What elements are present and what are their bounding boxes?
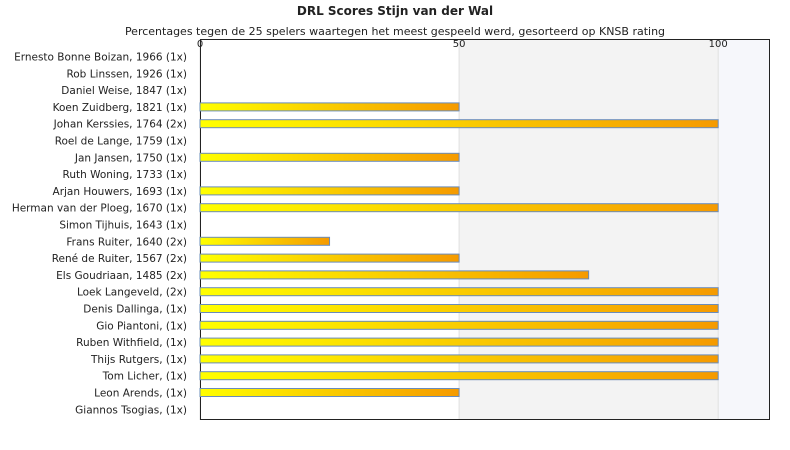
bar [199, 304, 719, 313]
plot-frame [200, 39, 770, 420]
category-label: Ruben Withfield, (1x) [76, 337, 187, 349]
category-label: Giannos Tsogias, (1x) [75, 404, 187, 416]
category-label: Johan Kerssies, 1764 (2x) [53, 119, 187, 131]
category-label: Koen Zuidberg, 1821 (1x) [53, 102, 187, 114]
category-label: Tom Licher, (1x) [102, 371, 187, 383]
category-label: Jan Jansen, 1750 (1x) [74, 152, 187, 164]
bar [199, 152, 460, 162]
chart-subtitle: Percentages tegen de 25 spelers waartege… [124, 25, 666, 38]
category-label: Denis Dallinga, (1x) [83, 304, 187, 316]
category-label: Frans Ruiter, 1640 (2x) [66, 236, 187, 248]
chart-title: DRL Scores Stijn van der Wal [296, 4, 494, 18]
grid-band [718, 39, 770, 420]
category-label: Leon Arends, (1x) [94, 388, 187, 400]
category-label: Herman van der Ploeg, 1670 (1x) [12, 203, 187, 215]
bar [199, 253, 460, 263]
category-label: Ruth Woning, 1733 (1x) [63, 169, 188, 181]
bar [199, 119, 719, 129]
category-label: Loek Langeveld, (2x) [77, 287, 187, 299]
bar [199, 102, 460, 112]
category-label: Els Goudriaan, 1485 (2x) [56, 270, 187, 282]
bar [199, 186, 460, 196]
category-label: René de Ruiter, 1567 (2x) [52, 253, 187, 265]
bar [199, 203, 719, 213]
bar [199, 371, 719, 381]
bar [199, 236, 331, 246]
category-label: Thijs Rutgers, (1x) [90, 354, 187, 366]
bar [199, 354, 719, 364]
bar [199, 320, 719, 330]
bar [199, 287, 719, 297]
bar [199, 337, 719, 347]
category-label: Simon Tijhuis, 1643 (1x) [59, 220, 187, 232]
category-label: Gio Piantoni, (1x) [96, 320, 187, 332]
bar [199, 270, 590, 280]
x-tick-label: 100 [709, 39, 728, 50]
category-label: Rob Linssen, 1926 (1x) [66, 68, 187, 80]
x-tick-label: 50 [453, 39, 466, 50]
category-label: Roel de Lange, 1759 (1x) [55, 136, 187, 148]
category-label: Ernesto Bonne Boizan, 1966 (1x) [14, 52, 187, 64]
bar [199, 388, 460, 397]
category-label: Daniel Weise, 1847 (1x) [61, 85, 187, 97]
category-label: Arjan Houwers, 1693 (1x) [53, 186, 187, 198]
